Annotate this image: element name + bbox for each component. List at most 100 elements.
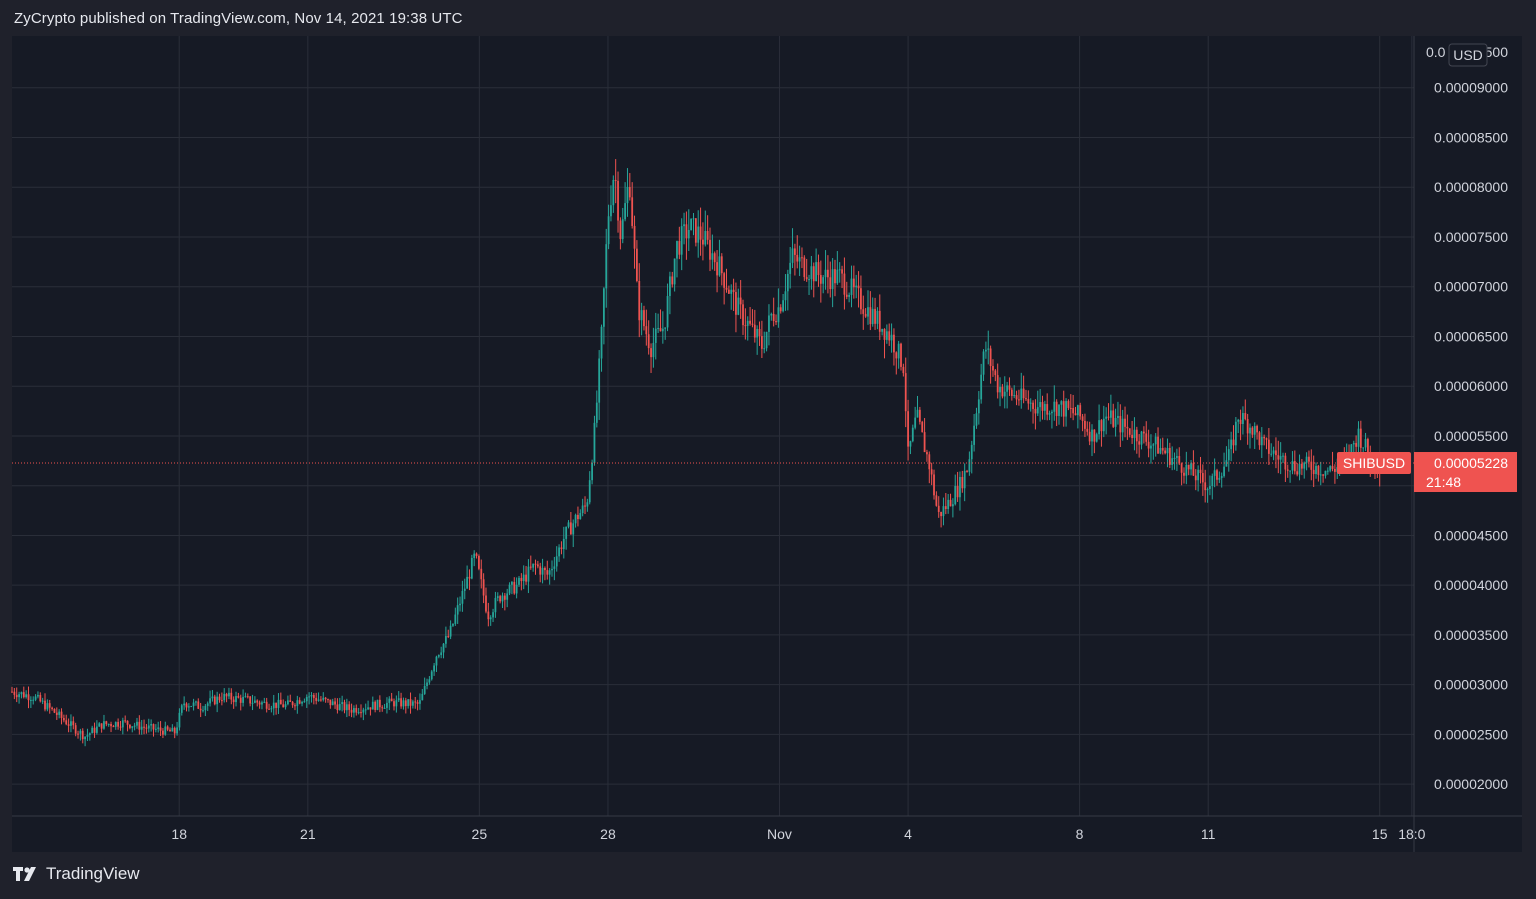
price-tick-label: 0.00007500 [1434,229,1508,245]
candle-body [37,695,39,697]
time-tick-label: 25 [472,826,488,842]
candle-body [874,308,876,324]
candle-body [933,474,935,496]
price-tick-label: 0.00009000 [1434,80,1508,96]
candle-body [442,643,445,653]
candle-body [930,469,933,475]
candle-body [421,693,424,701]
countdown-label: 21:48 [1426,474,1461,490]
candle-body [612,179,615,206]
candle-body [984,349,987,352]
candle-body [202,710,204,712]
candle-body [1058,404,1060,416]
candle-body [1352,443,1355,445]
candle-body [376,699,379,710]
candle-body [402,700,405,707]
candle-body [131,726,134,728]
candle-body [258,702,261,705]
candle-body [631,197,634,226]
candle-body [1270,453,1273,455]
candle-body [1244,413,1247,420]
candle-body [310,695,313,697]
footer-brand[interactable]: TradingView [12,864,140,884]
candle-body [739,297,742,305]
candle-body [1067,401,1070,408]
candle-body [1230,439,1233,450]
candle-body [829,277,832,290]
candle-body [548,570,551,575]
candle-body [980,374,983,400]
price-tick-label: 0.00004000 [1434,577,1508,593]
candle-body [789,262,792,274]
candle-body [704,230,707,245]
candle-body [357,712,360,714]
candle-body [492,612,494,618]
candle-body [1124,418,1126,427]
candle-body [353,708,355,713]
candle-body [1041,402,1044,411]
candle-body [58,711,61,715]
currency-badge[interactable]: USD [1448,43,1488,67]
candle-body [687,229,690,239]
candle-body [265,701,268,709]
chart-area[interactable]: 0.00009000 0.00008500 0.00008000 0.00007500… [0,36,1536,852]
candle-body [751,323,754,325]
candle-body [1367,439,1369,454]
candle-body [27,694,30,701]
candle-body [341,702,344,704]
candle-body [378,699,381,708]
candle-body [619,220,622,240]
candle-body [1296,471,1299,475]
candle-body [1135,429,1138,442]
candle-body [1298,463,1301,475]
candle-body [977,399,980,414]
candle-body [1025,398,1027,400]
candle-body [1086,428,1089,432]
candle-body [1176,456,1178,458]
candle-body [1088,431,1091,442]
candle-body [878,310,881,332]
candle-body [1114,417,1117,427]
candle-body [206,703,209,706]
candle-body [261,702,263,705]
candle-body [383,707,386,709]
candle-body [1029,402,1032,404]
candle-body [881,328,884,332]
candle-body [598,358,601,403]
candle-body [98,723,101,727]
candle-body [635,248,638,281]
plot-background [12,36,1414,816]
candle-body [239,697,242,703]
candle-body [1303,462,1306,469]
candle-body [1232,439,1235,446]
candle-body [1263,436,1266,439]
candle-body [1140,431,1143,445]
candle-body [348,704,351,710]
candle-body [536,564,539,567]
candle-body [315,697,318,701]
candle-body [1126,426,1129,429]
candle-body [923,432,926,453]
candle-body [136,721,138,726]
candle-body [732,289,735,293]
candle-body [154,728,157,730]
candle-body [466,576,469,589]
candle-body [975,413,978,426]
candle-body [279,699,282,705]
candle-body [1133,429,1136,439]
candle-body [775,321,777,323]
candle-body [369,707,372,710]
candlestick-chart[interactable]: 0.00009000 0.00008500 0.00008000 0.00007500… [0,36,1536,852]
candle-body [577,514,579,520]
candle-body [338,703,341,711]
candle-body [277,699,280,708]
candle-body [544,567,546,571]
candle-body [1131,434,1133,439]
candle-body [1206,488,1209,491]
candle-body [329,699,332,706]
candle-body [654,328,657,343]
candle-body [994,370,997,376]
candle-body [65,720,68,725]
candle-body [475,553,478,556]
candle-body [1150,445,1152,449]
